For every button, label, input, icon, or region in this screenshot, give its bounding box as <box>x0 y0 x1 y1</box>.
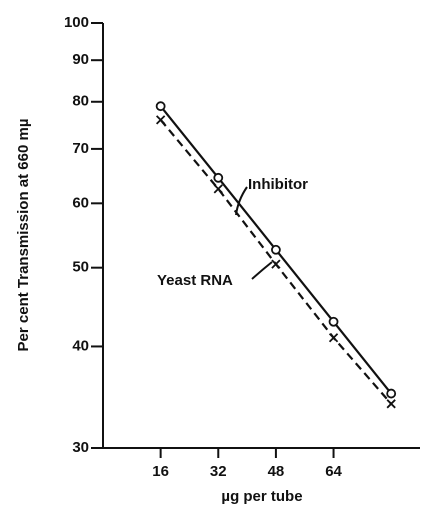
marker <box>155 101 166 112</box>
marker <box>271 259 281 269</box>
y-tick-label: 80 <box>72 93 89 110</box>
x-axis-label: µg per tube <box>221 488 302 505</box>
y-tick-label: 30 <box>72 439 89 456</box>
leader-line <box>251 261 273 280</box>
series-line <box>159 119 393 405</box>
y-tick-label: 100 <box>64 14 89 31</box>
series-label: Yeast RNA <box>157 272 233 289</box>
y-axis-label: Per cent Transmission at 660 mµ <box>15 119 32 352</box>
marker <box>328 316 339 327</box>
marker <box>155 115 166 125</box>
y-tick-label: 50 <box>72 259 89 276</box>
x-tick-label: 48 <box>268 463 285 480</box>
series-label: Inhibitor <box>248 176 308 193</box>
y-tick-label: 90 <box>72 51 89 68</box>
marker <box>213 184 223 194</box>
y-tick-label: 70 <box>72 140 89 157</box>
y-tick-label: 60 <box>72 194 89 211</box>
x-tick-label: 64 <box>325 463 342 480</box>
marker <box>213 172 224 183</box>
marker <box>386 399 396 409</box>
marker <box>328 333 339 343</box>
x-tick-label: 32 <box>210 463 227 480</box>
marker <box>386 388 397 399</box>
y-tick-label: 40 <box>72 337 89 354</box>
x-tick-label: 16 <box>152 463 169 480</box>
marker <box>271 244 281 255</box>
